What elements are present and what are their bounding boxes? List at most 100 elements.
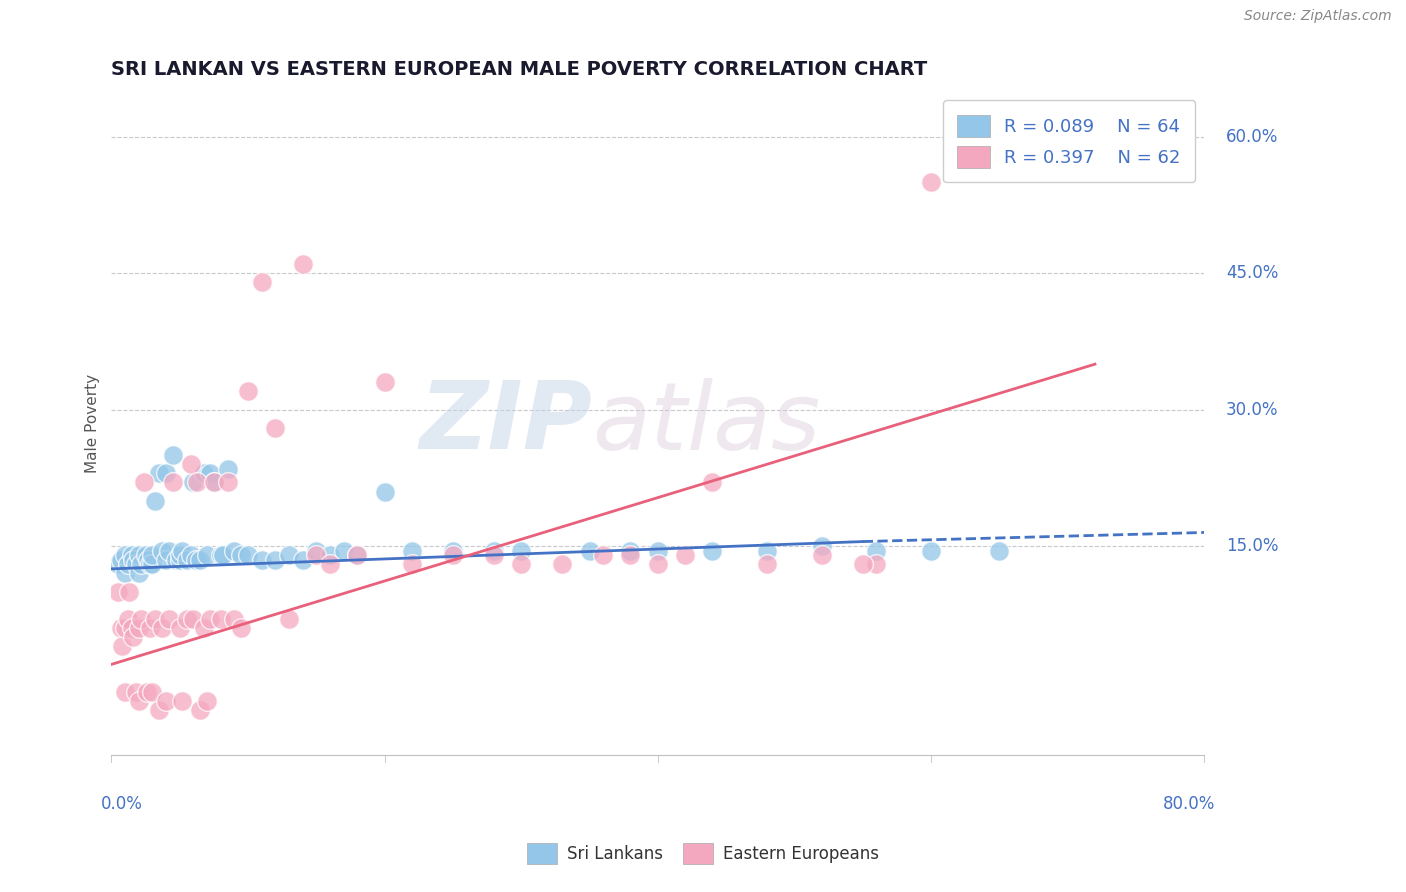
Point — [136, 684, 159, 698]
Point — [136, 553, 159, 567]
Point — [510, 543, 533, 558]
Point — [155, 553, 177, 567]
Point — [169, 553, 191, 567]
Point — [172, 543, 194, 558]
Y-axis label: Male Poverty: Male Poverty — [86, 374, 100, 473]
Point — [810, 539, 832, 553]
Text: 80.0%: 80.0% — [1163, 795, 1215, 814]
Point — [148, 467, 170, 481]
Point — [125, 684, 148, 698]
Point — [176, 553, 198, 567]
Point — [291, 553, 314, 567]
Point — [401, 543, 423, 558]
Point — [143, 612, 166, 626]
Point — [169, 548, 191, 562]
Point — [183, 475, 205, 490]
Point — [121, 621, 143, 635]
Legend: Sri Lankans, Eastern Europeans: Sri Lankans, Eastern Europeans — [520, 837, 886, 871]
Point — [852, 558, 875, 572]
Point — [162, 475, 184, 490]
Point — [291, 257, 314, 271]
Point — [278, 612, 301, 626]
Point — [141, 558, 163, 572]
Point — [865, 543, 887, 558]
Point — [114, 548, 136, 562]
Point — [172, 694, 194, 708]
Point — [202, 475, 225, 490]
Point — [988, 543, 1011, 558]
Point — [184, 553, 207, 567]
Point — [482, 548, 505, 562]
Point — [193, 621, 215, 635]
Text: ZIP: ZIP — [419, 377, 592, 469]
Point — [148, 703, 170, 717]
Point — [162, 448, 184, 462]
Point — [231, 621, 253, 635]
Point — [920, 543, 942, 558]
Point — [224, 612, 246, 626]
Point — [374, 376, 396, 390]
Point — [155, 694, 177, 708]
Point — [169, 621, 191, 635]
Point — [441, 543, 464, 558]
Point — [128, 566, 150, 581]
Point — [135, 548, 157, 562]
Point — [122, 630, 145, 644]
Point — [141, 548, 163, 562]
Point — [176, 612, 198, 626]
Text: SRI LANKAN VS EASTERN EUROPEAN MALE POVERTY CORRELATION CHART: SRI LANKAN VS EASTERN EUROPEAN MALE POVE… — [111, 60, 928, 78]
Point — [673, 548, 696, 562]
Text: 15.0%: 15.0% — [1226, 537, 1278, 555]
Point — [374, 484, 396, 499]
Point — [578, 543, 600, 558]
Point — [441, 548, 464, 562]
Point — [128, 694, 150, 708]
Point — [131, 612, 153, 626]
Point — [188, 553, 211, 567]
Point — [236, 548, 259, 562]
Point — [193, 467, 215, 481]
Point — [756, 543, 779, 558]
Point — [195, 548, 218, 562]
Point — [128, 621, 150, 635]
Point — [117, 558, 139, 572]
Point — [198, 467, 221, 481]
Point — [250, 553, 273, 567]
Point — [198, 612, 221, 626]
Point — [114, 566, 136, 581]
Point — [188, 703, 211, 717]
Point — [619, 548, 641, 562]
Point — [138, 558, 160, 572]
Text: atlas: atlas — [592, 378, 821, 469]
Point — [619, 543, 641, 558]
Point — [592, 548, 614, 562]
Point — [117, 612, 139, 626]
Point — [264, 553, 287, 567]
Point — [250, 275, 273, 289]
Point — [278, 548, 301, 562]
Point — [756, 558, 779, 572]
Point — [209, 612, 232, 626]
Point — [346, 548, 368, 562]
Point — [134, 475, 156, 490]
Point — [121, 548, 143, 562]
Point — [131, 558, 153, 572]
Point — [224, 543, 246, 558]
Point — [702, 475, 724, 490]
Point — [319, 548, 342, 562]
Point — [141, 684, 163, 698]
Point — [401, 558, 423, 572]
Text: Source: ZipAtlas.com: Source: ZipAtlas.com — [1244, 9, 1392, 23]
Point — [157, 543, 180, 558]
Point — [810, 548, 832, 562]
Point — [305, 543, 328, 558]
Point — [114, 684, 136, 698]
Point — [150, 621, 173, 635]
Point — [143, 493, 166, 508]
Point — [551, 558, 574, 572]
Point — [920, 175, 942, 189]
Point — [236, 384, 259, 399]
Text: 60.0%: 60.0% — [1226, 128, 1278, 145]
Point — [332, 543, 354, 558]
Point — [209, 548, 232, 562]
